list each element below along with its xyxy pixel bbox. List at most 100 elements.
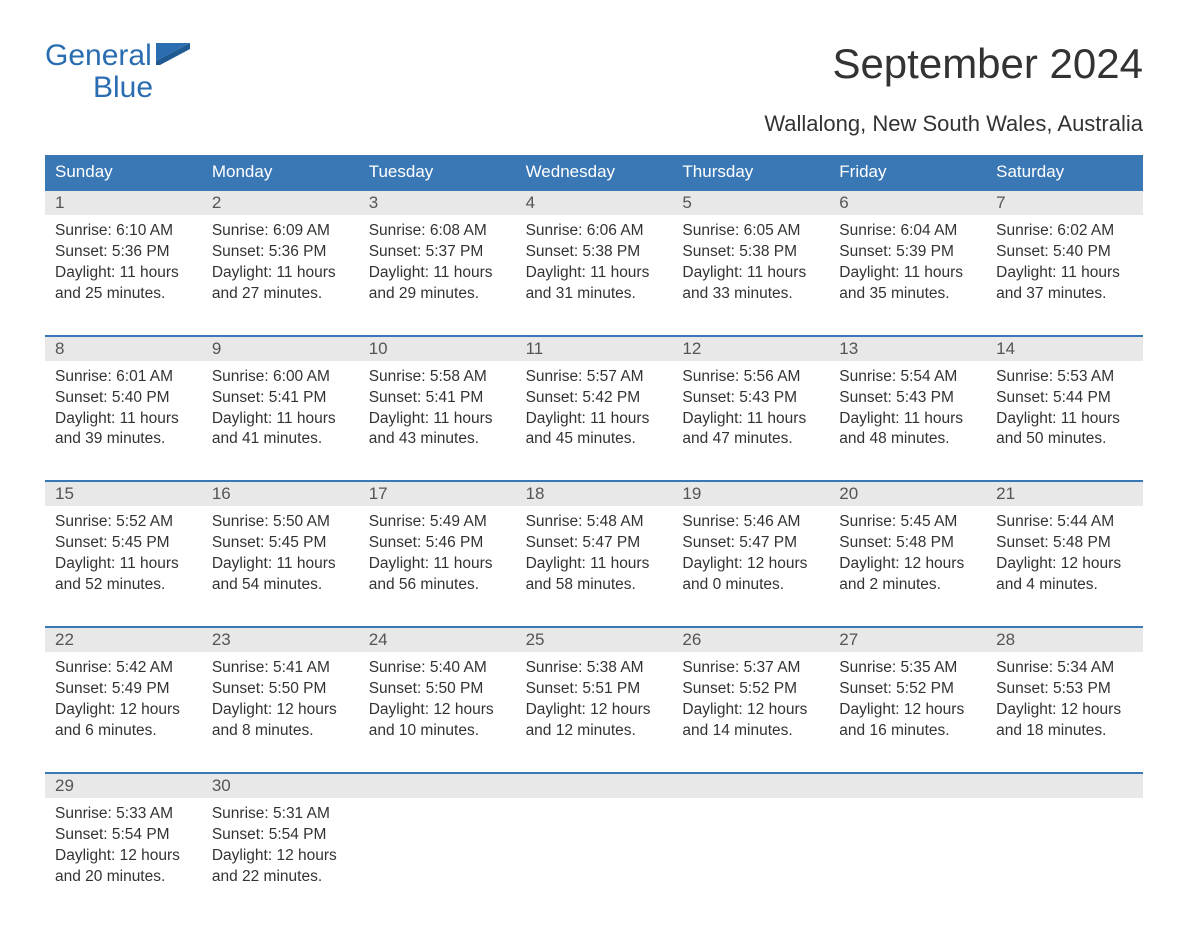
location-subtitle: Wallalong, New South Wales, Australia — [45, 111, 1143, 137]
sunset-line: Sunset: 5:37 PM — [369, 242, 506, 263]
day-cell: Sunrise: 5:34 AMSunset: 5:53 PMDaylight:… — [986, 652, 1143, 752]
logo-text-2: Blue — [93, 71, 153, 104]
daylight-line: Daylight: 12 hours and 6 minutes. — [55, 700, 192, 742]
day-number: 11 — [516, 337, 673, 361]
sunrise-line: Sunrise: 5:37 AM — [682, 658, 819, 679]
day-cell: Sunrise: 5:33 AMSunset: 5:54 PMDaylight:… — [45, 798, 202, 898]
sunset-line: Sunset: 5:48 PM — [839, 533, 976, 554]
sunrise-line: Sunrise: 5:41 AM — [212, 658, 349, 679]
dow-cell: Saturday — [986, 155, 1143, 189]
sunset-line: Sunset: 5:53 PM — [996, 679, 1133, 700]
daylight-line: Daylight: 12 hours and 22 minutes. — [212, 846, 349, 888]
daylight-line: Daylight: 11 hours and 29 minutes. — [369, 263, 506, 305]
daynum-band: 891011121314 — [45, 337, 1143, 361]
sunset-line: Sunset: 5:42 PM — [526, 388, 663, 409]
daylight-line: Daylight: 11 hours and 31 minutes. — [526, 263, 663, 305]
sunset-line: Sunset: 5:38 PM — [526, 242, 663, 263]
week-row: 22232425262728Sunrise: 5:42 AMSunset: 5:… — [45, 626, 1143, 752]
day-cell — [516, 798, 673, 898]
daylight-line: Daylight: 11 hours and 33 minutes. — [682, 263, 819, 305]
day-cell: Sunrise: 5:50 AMSunset: 5:45 PMDaylight:… — [202, 506, 359, 606]
day-cell: Sunrise: 6:09 AMSunset: 5:36 PMDaylight:… — [202, 215, 359, 315]
day-number: 4 — [516, 191, 673, 215]
daylight-line: Daylight: 12 hours and 4 minutes. — [996, 554, 1133, 596]
sunset-line: Sunset: 5:36 PM — [212, 242, 349, 263]
daylight-line: Daylight: 11 hours and 48 minutes. — [839, 409, 976, 451]
sunrise-line: Sunrise: 5:56 AM — [682, 367, 819, 388]
sunrise-line: Sunrise: 6:09 AM — [212, 221, 349, 242]
daylight-line: Daylight: 11 hours and 25 minutes. — [55, 263, 192, 305]
daylight-line: Daylight: 11 hours and 56 minutes. — [369, 554, 506, 596]
daylight-line: Daylight: 11 hours and 41 minutes. — [212, 409, 349, 451]
day-cell: Sunrise: 5:38 AMSunset: 5:51 PMDaylight:… — [516, 652, 673, 752]
daylight-line: Daylight: 12 hours and 14 minutes. — [682, 700, 819, 742]
day-number: 17 — [359, 482, 516, 506]
day-cell: Sunrise: 5:46 AMSunset: 5:47 PMDaylight:… — [672, 506, 829, 606]
daylight-line: Daylight: 12 hours and 2 minutes. — [839, 554, 976, 596]
sunset-line: Sunset: 5:49 PM — [55, 679, 192, 700]
sunrise-line: Sunrise: 5:53 AM — [996, 367, 1133, 388]
day-number: 28 — [986, 628, 1143, 652]
day-cell: Sunrise: 6:00 AMSunset: 5:41 PMDaylight:… — [202, 361, 359, 461]
day-cell: Sunrise: 5:48 AMSunset: 5:47 PMDaylight:… — [516, 506, 673, 606]
daylight-line: Daylight: 12 hours and 8 minutes. — [212, 700, 349, 742]
day-number — [829, 774, 986, 798]
sunset-line: Sunset: 5:52 PM — [839, 679, 976, 700]
day-cell: Sunrise: 5:54 AMSunset: 5:43 PMDaylight:… — [829, 361, 986, 461]
sunset-line: Sunset: 5:40 PM — [55, 388, 192, 409]
dow-cell: Tuesday — [359, 155, 516, 189]
sunset-line: Sunset: 5:45 PM — [212, 533, 349, 554]
day-number: 14 — [986, 337, 1143, 361]
sunset-line: Sunset: 5:38 PM — [682, 242, 819, 263]
header: General Blue September 2024 — [45, 40, 1143, 103]
daynum-band: 15161718192021 — [45, 482, 1143, 506]
daylight-line: Daylight: 11 hours and 54 minutes. — [212, 554, 349, 596]
sunrise-line: Sunrise: 5:54 AM — [839, 367, 976, 388]
sunset-line: Sunset: 5:40 PM — [996, 242, 1133, 263]
day-cell: Sunrise: 6:06 AMSunset: 5:38 PMDaylight:… — [516, 215, 673, 315]
day-number: 30 — [202, 774, 359, 798]
day-number: 10 — [359, 337, 516, 361]
day-cell: Sunrise: 6:10 AMSunset: 5:36 PMDaylight:… — [45, 215, 202, 315]
daylight-line: Daylight: 11 hours and 27 minutes. — [212, 263, 349, 305]
sunset-line: Sunset: 5:47 PM — [682, 533, 819, 554]
day-cell: Sunrise: 5:56 AMSunset: 5:43 PMDaylight:… — [672, 361, 829, 461]
day-cell: Sunrise: 6:08 AMSunset: 5:37 PMDaylight:… — [359, 215, 516, 315]
sunrise-line: Sunrise: 5:46 AM — [682, 512, 819, 533]
sunset-line: Sunset: 5:47 PM — [526, 533, 663, 554]
daylight-line: Daylight: 12 hours and 20 minutes. — [55, 846, 192, 888]
day-number: 7 — [986, 191, 1143, 215]
sunrise-line: Sunrise: 6:04 AM — [839, 221, 976, 242]
daylight-line: Daylight: 12 hours and 0 minutes. — [682, 554, 819, 596]
sunrise-line: Sunrise: 6:01 AM — [55, 367, 192, 388]
sunset-line: Sunset: 5:54 PM — [212, 825, 349, 846]
day-number: 20 — [829, 482, 986, 506]
logo-text-1: General — [45, 40, 152, 72]
calendar: SundayMondayTuesdayWednesdayThursdayFrid… — [45, 155, 1143, 897]
sunset-line: Sunset: 5:48 PM — [996, 533, 1133, 554]
daylight-line: Daylight: 11 hours and 37 minutes. — [996, 263, 1133, 305]
sunrise-line: Sunrise: 6:08 AM — [369, 221, 506, 242]
sunset-line: Sunset: 5:50 PM — [212, 679, 349, 700]
sunrise-line: Sunrise: 6:02 AM — [996, 221, 1133, 242]
day-cell — [829, 798, 986, 898]
flag-icon — [156, 40, 190, 72]
sunrise-line: Sunrise: 6:06 AM — [526, 221, 663, 242]
day-number: 27 — [829, 628, 986, 652]
sunrise-line: Sunrise: 5:58 AM — [369, 367, 506, 388]
sunset-line: Sunset: 5:36 PM — [55, 242, 192, 263]
sunrise-line: Sunrise: 6:05 AM — [682, 221, 819, 242]
daylight-line: Daylight: 11 hours and 52 minutes. — [55, 554, 192, 596]
page-title: September 2024 — [832, 40, 1143, 88]
day-cell: Sunrise: 5:45 AMSunset: 5:48 PMDaylight:… — [829, 506, 986, 606]
sunset-line: Sunset: 5:43 PM — [839, 388, 976, 409]
daylight-line: Daylight: 11 hours and 50 minutes. — [996, 409, 1133, 451]
sunrise-line: Sunrise: 5:35 AM — [839, 658, 976, 679]
day-number: 22 — [45, 628, 202, 652]
sunrise-line: Sunrise: 5:31 AM — [212, 804, 349, 825]
sunrise-line: Sunrise: 5:44 AM — [996, 512, 1133, 533]
sunrise-line: Sunrise: 5:42 AM — [55, 658, 192, 679]
day-cell: Sunrise: 5:58 AMSunset: 5:41 PMDaylight:… — [359, 361, 516, 461]
daynum-band: 2930 — [45, 774, 1143, 798]
sunset-line: Sunset: 5:45 PM — [55, 533, 192, 554]
